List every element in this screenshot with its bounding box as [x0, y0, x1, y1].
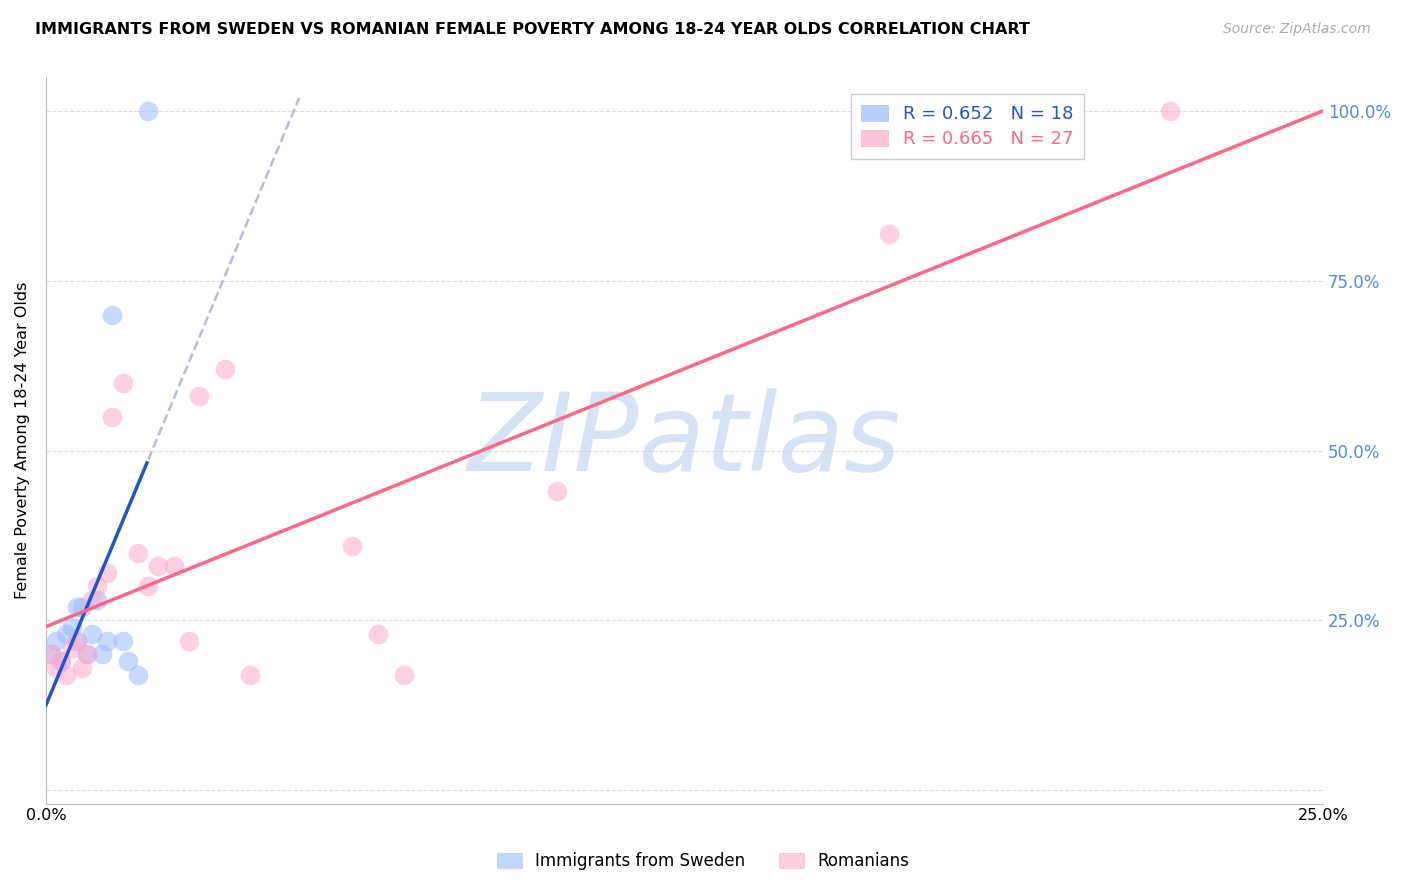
Immigrants from Sweden [91, 648, 114, 662]
Immigrants from Sweden [76, 648, 98, 662]
Romanians [163, 559, 186, 574]
Romanians [188, 389, 211, 403]
Immigrants from Sweden [80, 627, 103, 641]
Immigrants from Sweden [51, 654, 73, 668]
Romanians [239, 667, 262, 681]
Romanians [127, 545, 149, 559]
Romanians [86, 579, 108, 593]
Text: Source: ZipAtlas.com: Source: ZipAtlas.com [1223, 22, 1371, 37]
Immigrants from Sweden [65, 633, 87, 648]
Romanians [1159, 104, 1181, 119]
Romanians [55, 667, 77, 681]
Romanians [51, 654, 73, 668]
Legend: Immigrants from Sweden, Romanians: Immigrants from Sweden, Romanians [491, 846, 915, 877]
Legend: R = 0.652   N = 18, R = 0.665   N = 27: R = 0.652 N = 18, R = 0.665 N = 27 [851, 94, 1084, 159]
Romanians [214, 362, 236, 376]
Romanians [111, 376, 134, 390]
Immigrants from Sweden [136, 104, 159, 119]
Romanians [76, 648, 98, 662]
Romanians [65, 633, 87, 648]
Romanians [877, 227, 900, 241]
Text: ZIPatlas: ZIPatlas [468, 388, 901, 493]
Y-axis label: Female Poverty Among 18-24 Year Olds: Female Poverty Among 18-24 Year Olds [15, 282, 30, 599]
Romanians [546, 484, 568, 499]
Romanians [136, 579, 159, 593]
Romanians [367, 627, 389, 641]
Immigrants from Sweden [96, 633, 118, 648]
Text: IMMIGRANTS FROM SWEDEN VS ROMANIAN FEMALE POVERTY AMONG 18-24 YEAR OLDS CORRELAT: IMMIGRANTS FROM SWEDEN VS ROMANIAN FEMAL… [35, 22, 1031, 37]
Immigrants from Sweden [65, 599, 87, 614]
Immigrants from Sweden [60, 620, 83, 634]
Romanians [177, 633, 200, 648]
Immigrants from Sweden [117, 654, 139, 668]
Romanians [45, 661, 67, 675]
Romanians [39, 648, 62, 662]
Immigrants from Sweden [101, 308, 124, 322]
Romanians [70, 661, 93, 675]
Immigrants from Sweden [127, 667, 149, 681]
Romanians [342, 539, 364, 553]
Immigrants from Sweden [111, 633, 134, 648]
Romanians [80, 593, 103, 607]
Romanians [96, 566, 118, 580]
Immigrants from Sweden [45, 633, 67, 648]
Immigrants from Sweden [55, 627, 77, 641]
Romanians [60, 640, 83, 655]
Romanians [148, 559, 170, 574]
Romanians [101, 409, 124, 424]
Immigrants from Sweden [39, 648, 62, 662]
Romanians [392, 667, 415, 681]
Immigrants from Sweden [70, 599, 93, 614]
Immigrants from Sweden [86, 593, 108, 607]
